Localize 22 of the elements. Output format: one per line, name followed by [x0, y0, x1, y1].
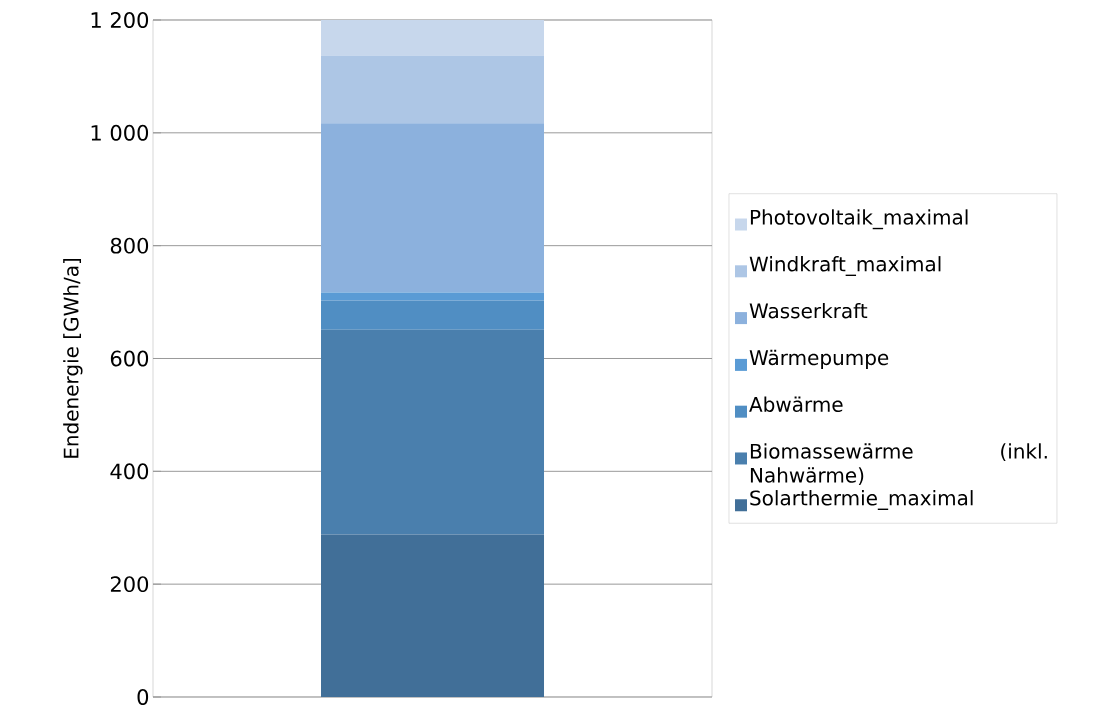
bar — [321, 123, 545, 293]
y-axis-title: Endenergie [GWh/a] — [63, 258, 83, 458]
legend-label: Windkraft_maximal — [749, 255, 941, 276]
text: Biomassewärme (inkl. Nahwärme) — [750, 443, 1047, 485]
y-tick-label: 400 — [110, 463, 149, 480]
bar — [321, 55, 545, 124]
legend-label: Wasserkraft — [749, 302, 868, 319]
y-tick-label: 600 — [110, 350, 149, 367]
bar — [321, 292, 545, 301]
bar — [321, 329, 545, 535]
y-tick-label: 1 000 — [91, 124, 149, 141]
legend-label: Solarthermie_maximal — [750, 489, 973, 510]
legend-label: Wärmepumpe — [749, 349, 889, 369]
y-tick-label: 0 — [137, 688, 149, 705]
y-tick-label: 800 — [110, 237, 149, 254]
y-tick-label: 1 200 — [91, 11, 149, 28]
bar — [321, 19, 545, 56]
bar — [321, 534, 545, 697]
legend-label: Abwärme — [749, 396, 843, 412]
bar — [321, 300, 545, 330]
legend-label: Photovoltaik_maximal — [750, 209, 968, 230]
y-tick-label: 200 — [110, 576, 149, 592]
